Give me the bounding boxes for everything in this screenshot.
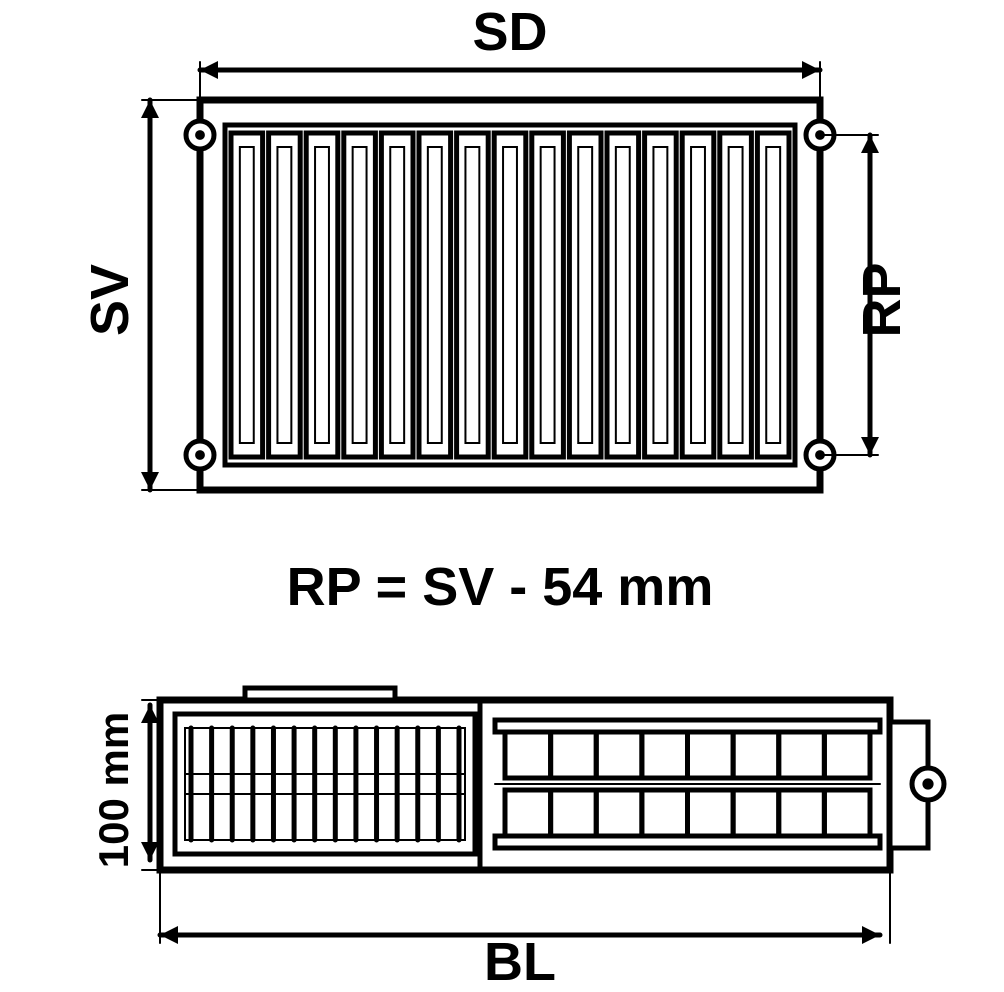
diagram-stage: SD SV RP RP = SV - 54 mm 100 mm BL [0, 0, 1004, 992]
label-sv: SV [80, 264, 140, 336]
label-depth: 100 mm [90, 712, 137, 868]
diagram-svg: SD SV RP RP = SV - 54 mm 100 mm BL [0, 0, 1004, 992]
label-bl: BL [484, 932, 556, 992]
label-sd: SD [472, 2, 547, 62]
label-formula: RP = SV - 54 mm [287, 557, 714, 617]
front-view: SD SV RP [80, 2, 912, 490]
label-rp: RP [852, 262, 912, 337]
top-view: 100 mm BL [90, 688, 944, 992]
